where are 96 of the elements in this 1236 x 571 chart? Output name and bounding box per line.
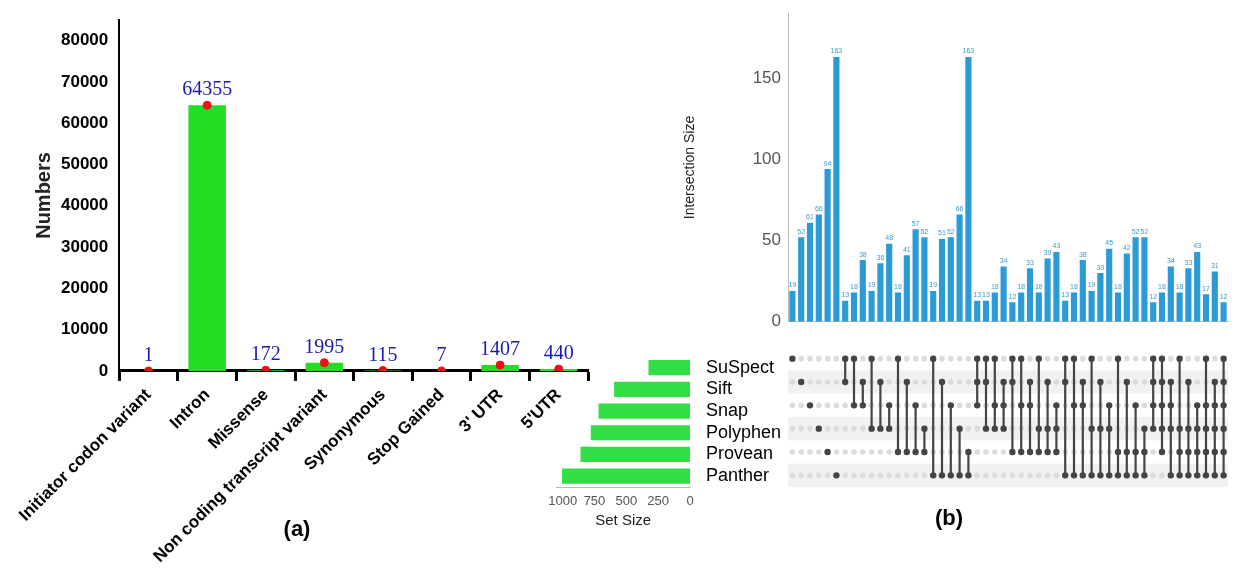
bar — [1070, 292, 1078, 322]
bar — [648, 360, 690, 376]
text: (b) — [935, 505, 964, 531]
bar — [590, 425, 690, 441]
y-tick-label: Panther — [706, 465, 770, 486]
y-tick-label: Snap — [706, 400, 749, 421]
bar — [806, 222, 814, 322]
bar — [1150, 302, 1157, 322]
data-label: 7 — [436, 343, 447, 366]
data-label: 1407 — [480, 337, 521, 360]
bar — [562, 468, 690, 484]
x-tick-label: 500 — [615, 493, 638, 509]
bar — [1167, 266, 1174, 322]
bar — [833, 57, 840, 322]
bar — [1000, 266, 1007, 322]
y-axis-title: Intersection Size — [681, 115, 698, 220]
bar — [850, 292, 858, 322]
bar — [912, 229, 919, 322]
bar — [930, 290, 937, 322]
bar — [1114, 292, 1122, 322]
bar — [1062, 300, 1069, 322]
data-label: 64355 — [182, 77, 233, 100]
bar — [614, 381, 690, 397]
data-label: 115 — [368, 342, 398, 365]
bar — [598, 403, 690, 419]
y-tick-label: Sift — [706, 378, 733, 399]
bar — [824, 169, 831, 322]
y-tick-label: 40000 — [60, 195, 109, 215]
y-tick-label: 100 — [752, 149, 781, 169]
x-tick-label: 0 — [686, 493, 694, 509]
text: (a) — [283, 516, 311, 542]
bar — [798, 237, 805, 322]
point — [202, 100, 212, 110]
bar — [1194, 251, 1201, 322]
bar — [1097, 273, 1104, 322]
bar — [886, 243, 893, 322]
bar — [894, 292, 902, 322]
bar — [877, 263, 884, 322]
bar — [815, 214, 822, 322]
y-tick-label: 0 — [98, 360, 109, 380]
bar — [1220, 302, 1227, 322]
bar — [956, 214, 963, 322]
bar — [947, 237, 954, 322]
bar — [1202, 294, 1210, 322]
y-tick-label: 70000 — [60, 71, 109, 91]
bar — [938, 238, 946, 322]
bar — [1123, 253, 1130, 322]
y-tick-label: Provean — [706, 443, 774, 464]
bar — [1053, 251, 1060, 322]
y-tick-label: Polyphen — [706, 421, 782, 442]
bar — [1079, 260, 1086, 322]
bar — [842, 300, 849, 322]
bar — [868, 290, 875, 322]
bar — [965, 57, 972, 322]
y-tick-label: 30000 — [60, 236, 109, 256]
bar — [1132, 237, 1139, 322]
bar — [1106, 248, 1113, 322]
bar — [1088, 290, 1095, 322]
bar — [1185, 268, 1192, 322]
bar — [1176, 292, 1183, 322]
bar — [1141, 237, 1148, 322]
y-axis-title: Numbers — [31, 152, 54, 239]
bar — [188, 105, 226, 371]
data-label: 172 — [250, 342, 281, 365]
y-tick-label: 60000 — [60, 112, 109, 132]
y-tick-label: 80000 — [60, 30, 109, 50]
data-label: 1 — [143, 343, 154, 366]
y-tick-label: 20000 — [60, 278, 109, 298]
bar — [921, 237, 928, 322]
point — [554, 364, 564, 371]
x-tick-label: 1000 — [548, 493, 578, 509]
x-axis-title: Set Size — [595, 511, 652, 529]
x-tick-label: 750 — [583, 493, 606, 509]
y-tick-label: SuSpect — [706, 356, 775, 377]
bar — [903, 255, 910, 322]
bar — [1026, 268, 1034, 322]
bar — [859, 260, 866, 322]
y-tick-label: 50000 — [60, 154, 109, 174]
y-tick-label: 0 — [771, 311, 781, 331]
data-label: 1995 — [304, 334, 345, 357]
x-tick-label: 250 — [647, 493, 670, 509]
bar — [1044, 258, 1051, 322]
bar — [1009, 302, 1016, 322]
bar — [1211, 271, 1218, 322]
bar — [982, 300, 990, 322]
data-label: 440 — [543, 341, 574, 364]
y-tick-label: 10000 — [60, 319, 109, 339]
y-tick-label: 50 — [762, 230, 781, 250]
bar — [789, 290, 796, 322]
bar — [580, 446, 690, 463]
bar — [1158, 292, 1166, 322]
y-tick-label: 150 — [752, 67, 781, 87]
bar — [1035, 292, 1042, 322]
bar — [974, 300, 981, 322]
bar — [1018, 292, 1025, 322]
bar — [991, 292, 998, 322]
